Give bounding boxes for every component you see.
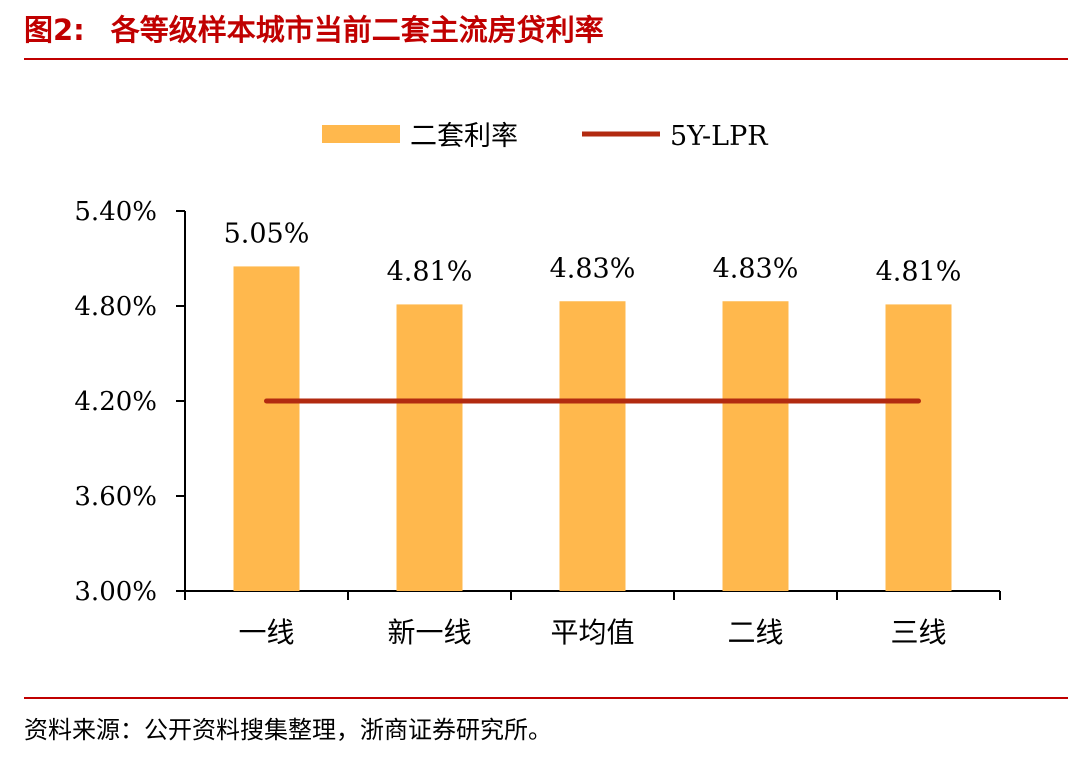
x-tick-label: 一线 xyxy=(238,616,294,649)
figure-number: 图2: xyxy=(24,13,85,47)
x-tick-label: 平均值 xyxy=(550,616,634,649)
bar-labels: 5.05% 4.81% 4.83% 4.83% 4.81% xyxy=(224,218,962,287)
bar-data-label: 4.81% xyxy=(876,256,962,287)
bar-data-label: 5.05% xyxy=(224,218,310,249)
bar xyxy=(722,301,789,591)
title-divider xyxy=(24,58,1068,60)
x-tick-label: 三线 xyxy=(890,616,946,649)
y-tick-label: 5.40% xyxy=(74,197,157,227)
x-tick-label: 二线 xyxy=(727,616,783,649)
legend-label-bar: 二套利率 xyxy=(410,121,518,152)
chart: 二套利率 5Y-LPR 3.00% 3.60% 4.20% 4.80% 5.40% 一线… xyxy=(74,121,1001,649)
figure-title-text: 各等级样本城市当前二套主流房贷利率 xyxy=(110,13,604,47)
y-tick-label: 4.80% xyxy=(74,292,157,322)
bar-data-label: 4.81% xyxy=(387,256,473,287)
bar-data-label: 4.83% xyxy=(713,253,799,284)
legend-label-line: 5Y-LPR xyxy=(670,121,768,152)
x-axis: 一线 新一线 平均值 二线 三线 xyxy=(184,590,1001,649)
y-tick-label: 3.60% xyxy=(74,482,157,512)
bar xyxy=(559,301,626,591)
y-axis: 3.00% 3.60% 4.20% 4.80% 5.40% xyxy=(74,197,186,607)
y-tick-label: 4.20% xyxy=(74,387,157,417)
source-note: 资料来源：公开资料搜集整理，浙商证券研究所。 xyxy=(24,716,552,744)
bar xyxy=(885,304,952,591)
figure-title: 图2: 各等级样本城市当前二套主流房贷利率 xyxy=(24,8,604,52)
source-divider xyxy=(24,697,1068,699)
x-tick-label: 新一线 xyxy=(387,616,471,649)
bar xyxy=(396,304,463,591)
bar-series xyxy=(233,266,952,591)
legend-swatch-bar xyxy=(322,125,400,143)
bar-data-label: 4.83% xyxy=(550,253,636,284)
y-tick-label: 3.00% xyxy=(74,577,157,607)
legend: 二套利率 5Y-LPR xyxy=(322,121,768,152)
bar xyxy=(233,266,300,591)
